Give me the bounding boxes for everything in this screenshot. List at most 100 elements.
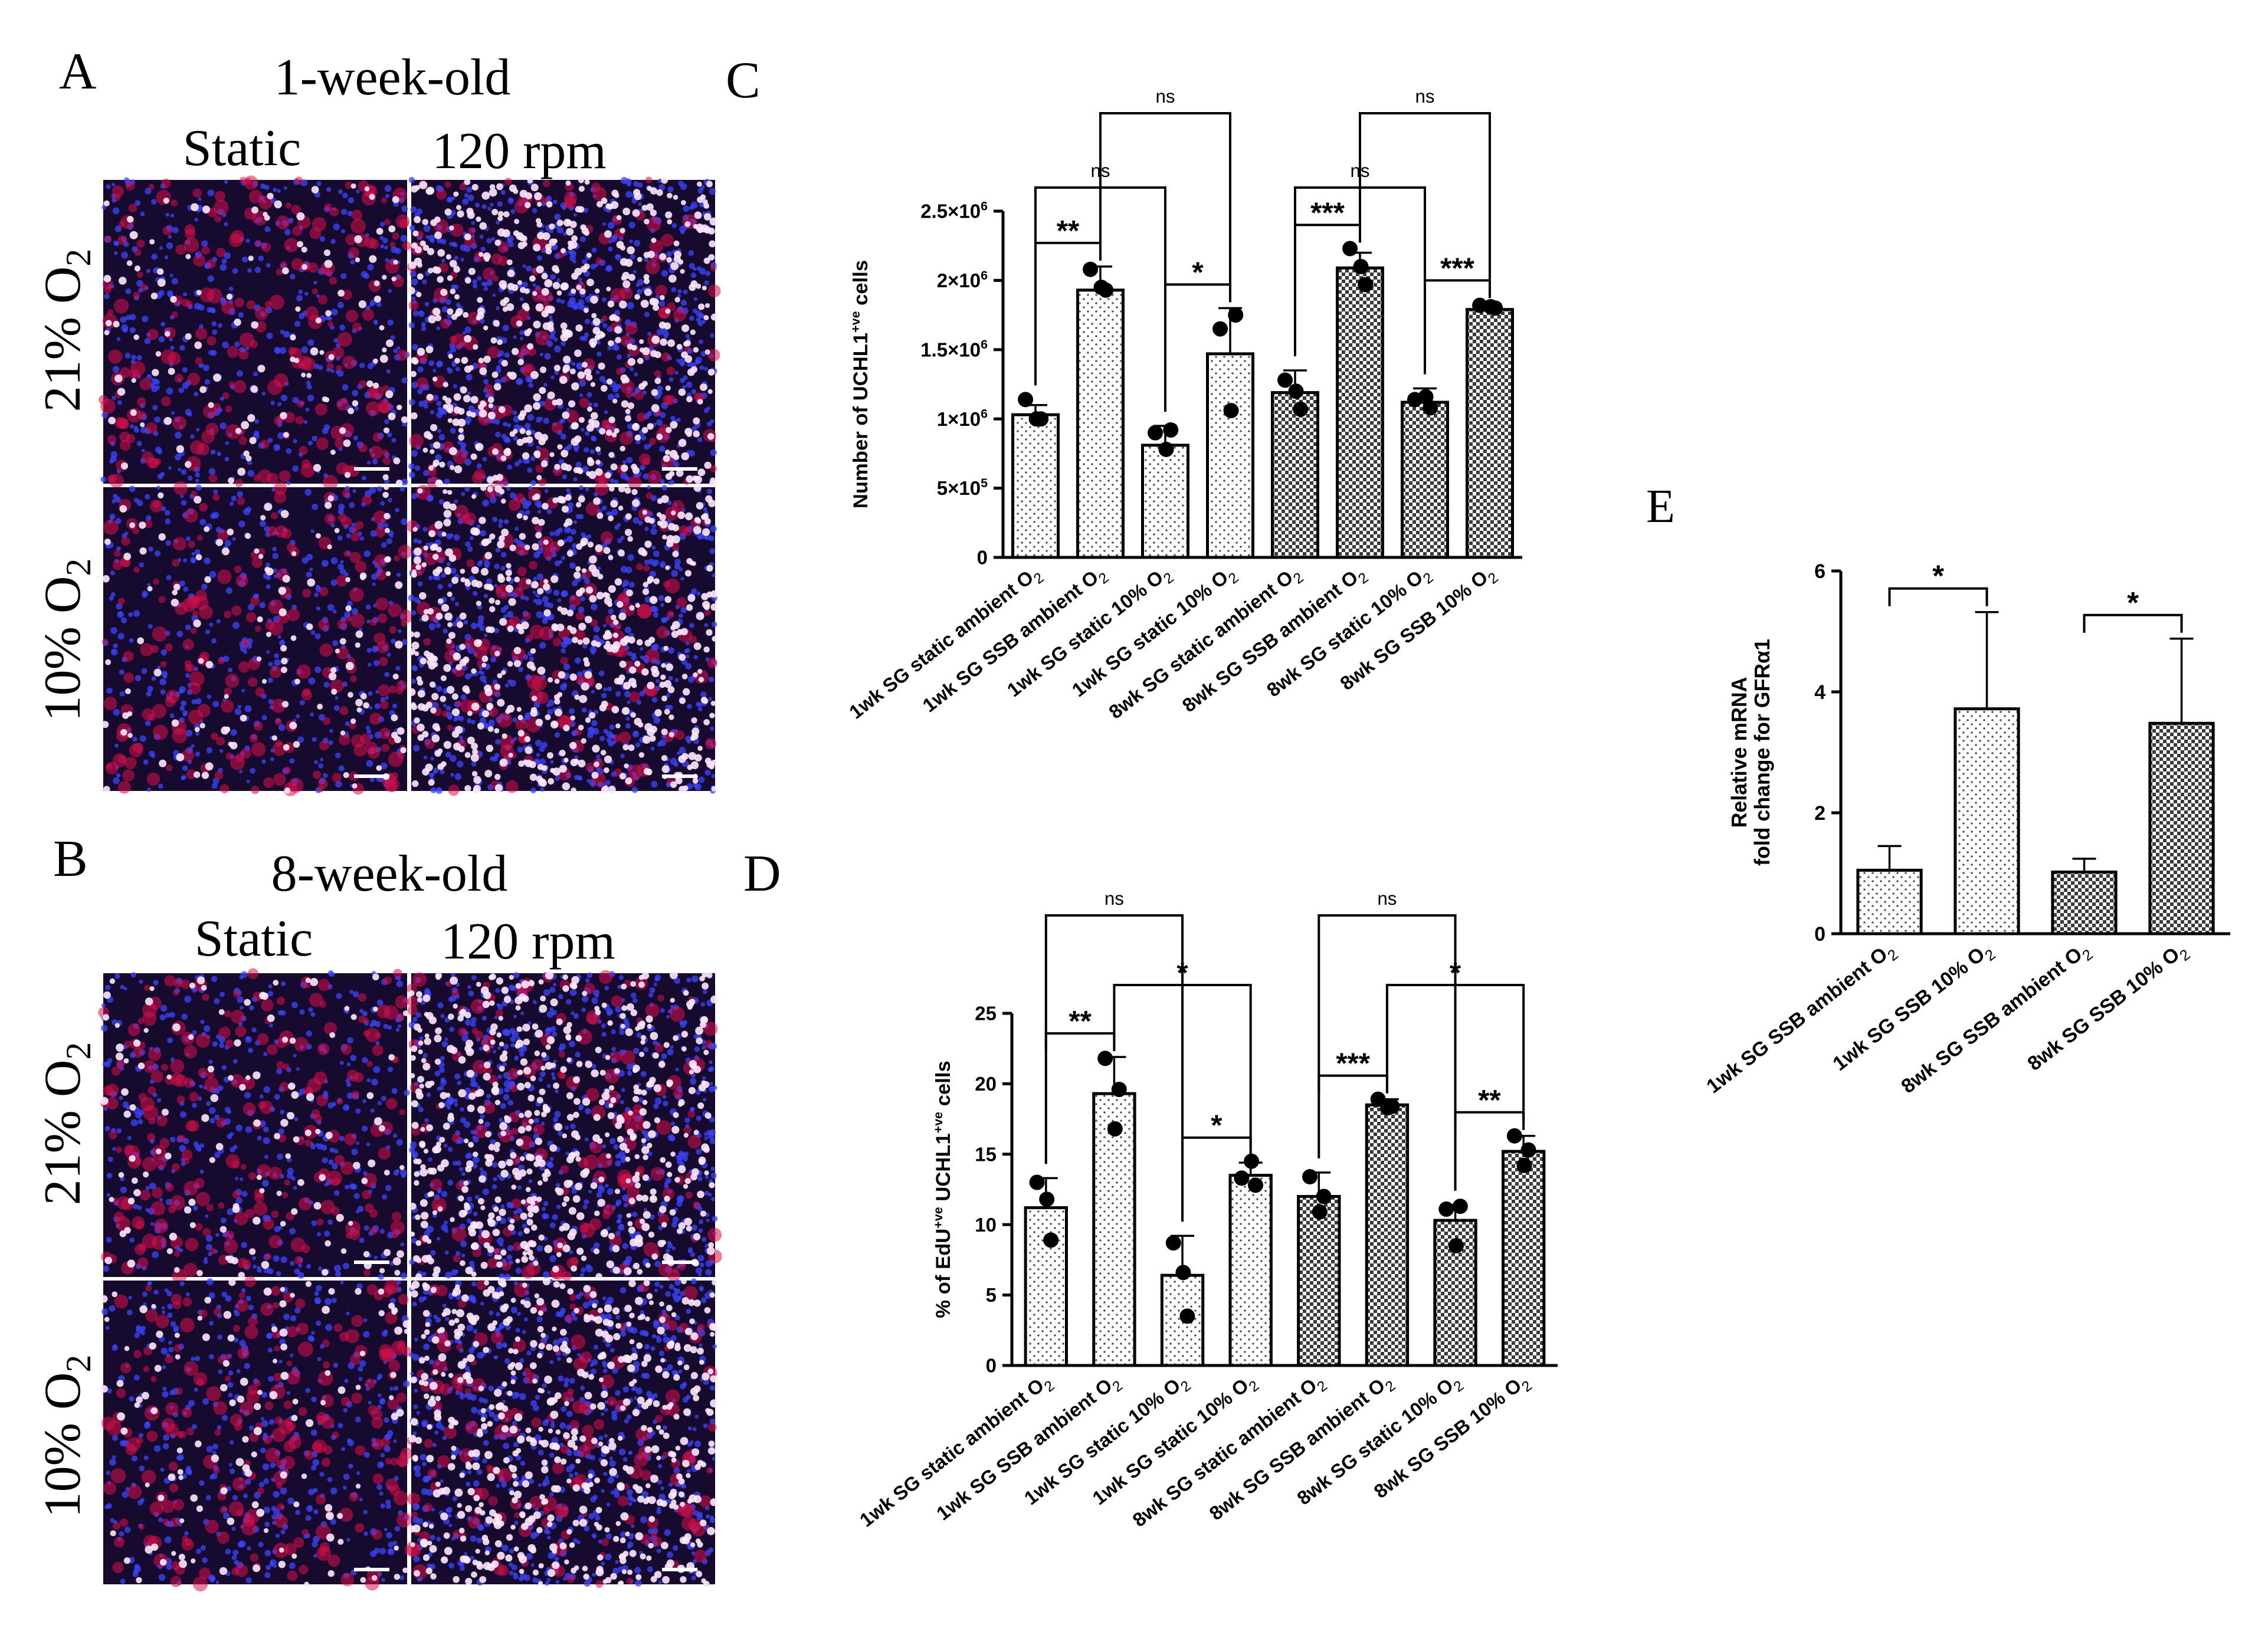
x-tick-label: 8wk SG SSB ambient O2 bbox=[1897, 938, 2096, 1102]
bar bbox=[1365, 1103, 1410, 1367]
significance-label: * bbox=[2127, 586, 2139, 619]
data-point bbox=[1244, 1153, 1260, 1169]
data-point bbox=[1043, 1232, 1059, 1248]
panel-b: B 8-week-old Static 120 rpm 21% O2 10% O… bbox=[34, 830, 722, 1592]
data-point bbox=[1316, 1189, 1332, 1204]
data-point bbox=[1083, 261, 1099, 277]
data-point bbox=[1158, 441, 1174, 457]
bar bbox=[1092, 1092, 1136, 1367]
y-tick-label: 10 bbox=[975, 1214, 997, 1236]
panel-a-letter: A bbox=[59, 43, 97, 100]
data-point bbox=[1520, 1142, 1536, 1158]
significance-label: * bbox=[1932, 559, 1944, 593]
bar bbox=[1206, 352, 1254, 559]
data-point bbox=[1175, 1265, 1191, 1281]
data-point bbox=[1380, 1099, 1396, 1115]
micrograph-b-10-rpm bbox=[405, 1278, 719, 1588]
significance-bracket bbox=[1359, 112, 1491, 290]
data-point bbox=[1163, 422, 1179, 438]
data-point bbox=[1148, 425, 1164, 441]
bar bbox=[1141, 444, 1189, 559]
data-point bbox=[1358, 277, 1374, 293]
data-point bbox=[1248, 1177, 1264, 1193]
significance-label: * bbox=[1211, 1109, 1223, 1142]
data-point bbox=[1018, 392, 1034, 408]
y-tick-label: 0 bbox=[986, 1355, 997, 1377]
micrograph-b-10-static bbox=[100, 1276, 413, 1592]
y-axis-label: Number of UCHL1+ve cells bbox=[848, 260, 872, 508]
y-tick-label: 20 bbox=[975, 1073, 997, 1095]
bar bbox=[1336, 266, 1384, 559]
y-tick-label: 15 bbox=[975, 1143, 997, 1165]
micrograph-b-21-static bbox=[98, 968, 410, 1283]
y-tick-label: 4 bbox=[1814, 681, 1825, 704]
panel-b-row-21: 21% O2 bbox=[34, 1042, 98, 1206]
y-axis-label: % of EdU+ve UCHL1+ve cells bbox=[931, 1061, 955, 1318]
bar bbox=[1271, 391, 1319, 559]
significance-label: ** bbox=[1069, 1005, 1092, 1038]
significance-label: *** bbox=[1440, 252, 1475, 284]
data-point bbox=[1223, 403, 1239, 419]
significance-label: ns bbox=[1415, 86, 1434, 107]
bar bbox=[1228, 1174, 1273, 1367]
bar bbox=[2051, 870, 2118, 935]
data-point bbox=[1312, 1204, 1328, 1220]
panel-b-col-static: Static bbox=[195, 910, 313, 967]
y-axis-label: Relative mRNAfold change for GFRα1 bbox=[1728, 639, 1774, 866]
data-point bbox=[1029, 1174, 1045, 1190]
data-point bbox=[1093, 280, 1109, 296]
micrograph-a-10-rpm bbox=[406, 482, 718, 796]
x-tick-label: 1wk SG SSB 10% O2 bbox=[1828, 938, 1998, 1079]
significance-bracket bbox=[2083, 613, 2183, 633]
data-point bbox=[1107, 1121, 1123, 1137]
panel-a-row-21: 21% O2 bbox=[34, 249, 98, 412]
data-point bbox=[1111, 1081, 1127, 1097]
y-tick-label: 2×106 bbox=[937, 268, 988, 291]
significance-label: ** bbox=[1478, 1084, 1501, 1117]
y-tick-label: 1.5×106 bbox=[920, 337, 988, 360]
significance-label: ns bbox=[1155, 86, 1175, 107]
data-point bbox=[1288, 383, 1304, 399]
bar bbox=[1297, 1194, 1341, 1367]
chart-e: 0 2 4 6 Relative mRNAfold change for GFRα1 1w… bbox=[1702, 559, 2230, 1102]
y-tick-label: 0 bbox=[1814, 923, 1825, 946]
data-point bbox=[1438, 1201, 1454, 1217]
significance-label: ** bbox=[1057, 215, 1080, 247]
significance-label: *** bbox=[1310, 196, 1345, 229]
data-point bbox=[1028, 411, 1044, 427]
panel-a-col-rpm: 120 rpm bbox=[432, 123, 607, 180]
significance-label: * bbox=[1192, 256, 1204, 288]
data-point bbox=[1039, 1191, 1055, 1207]
bar bbox=[1024, 1206, 1068, 1367]
bar bbox=[1856, 868, 1923, 935]
panel-b-row-10: 10% O2 bbox=[34, 1355, 98, 1518]
panel-e-letter: E bbox=[1646, 481, 1675, 533]
micrograph-b-21-rpm bbox=[407, 970, 722, 1282]
panel-b-letter: B bbox=[53, 830, 88, 888]
micrograph-a-10-static bbox=[101, 481, 414, 796]
panel-c-letter: C bbox=[726, 52, 761, 109]
chart-c: 0 5×105 1×106 1.5×106 2×106 2.5×106 Number of … bbox=[845, 86, 1522, 723]
y-tick-label: 6 bbox=[1814, 560, 1825, 583]
significance-bracket bbox=[1044, 914, 1184, 1222]
x-tick-label: 1wk SG SSB ambient O2 bbox=[1702, 938, 1901, 1102]
y-tick-label: 5 bbox=[986, 1284, 997, 1306]
micrograph-a-21-rpm bbox=[407, 176, 721, 490]
data-point bbox=[1516, 1157, 1532, 1173]
data-point bbox=[1483, 299, 1499, 315]
data-point bbox=[1353, 258, 1369, 274]
significance-bracket bbox=[1099, 112, 1231, 294]
bar bbox=[2148, 721, 2215, 935]
bar bbox=[1401, 400, 1449, 559]
data-point bbox=[1277, 372, 1293, 388]
data-point bbox=[1506, 1128, 1522, 1144]
panel-d-letter: D bbox=[743, 845, 781, 902]
bar bbox=[1502, 1150, 1546, 1367]
panel-a-title: 1-week-old bbox=[274, 49, 511, 106]
data-point bbox=[1179, 1308, 1195, 1324]
data-point bbox=[1228, 307, 1244, 323]
data-point bbox=[1212, 321, 1228, 337]
panel-b-title: 8-week-old bbox=[271, 845, 508, 902]
